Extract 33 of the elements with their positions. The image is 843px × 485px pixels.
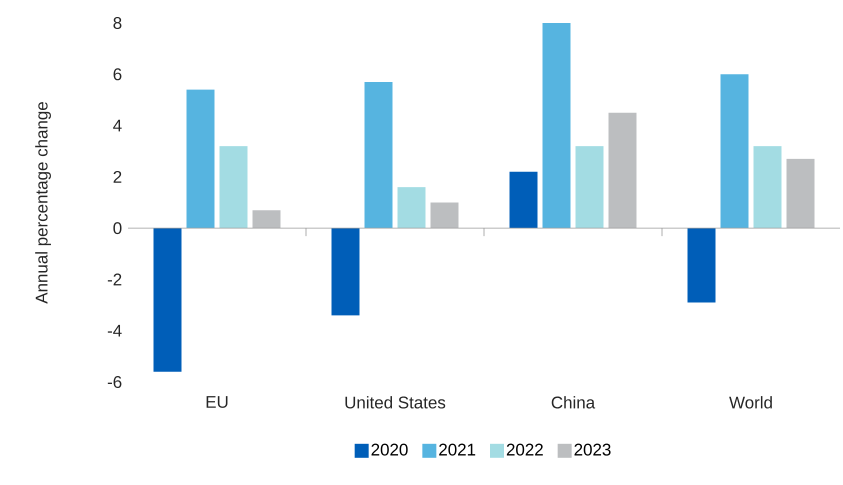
bar xyxy=(364,82,393,228)
legend-label: 2022 xyxy=(506,444,543,456)
bar xyxy=(786,158,815,228)
y-tick-label: -6 xyxy=(108,376,122,388)
x-tick-label: EU xyxy=(206,396,228,408)
bar xyxy=(688,228,716,303)
y-tick-label: 2 xyxy=(114,170,122,183)
y-tick-label: 8 xyxy=(113,17,122,30)
x-tick-label: United States xyxy=(345,396,446,409)
legend-label: 2023 xyxy=(574,444,611,456)
x-tick-label: China xyxy=(552,396,596,409)
y-tick-label: -2 xyxy=(108,274,122,286)
legend-label: 2020 xyxy=(372,444,408,456)
y-tick-label: 6 xyxy=(114,68,122,80)
x-tick-label: World xyxy=(729,396,772,409)
bar xyxy=(720,74,749,228)
bar xyxy=(608,112,637,228)
bar xyxy=(332,228,360,316)
y-tick-label: -4 xyxy=(108,324,122,337)
bar xyxy=(542,23,571,228)
bar xyxy=(252,210,280,228)
bar xyxy=(430,202,459,228)
y-tick-label: 0 xyxy=(113,222,122,234)
bar xyxy=(398,187,426,228)
y-tick-label: 4 xyxy=(113,120,122,132)
legend-label: 2021 xyxy=(439,444,476,456)
bar xyxy=(220,146,248,228)
bar xyxy=(186,90,214,228)
bar xyxy=(154,228,182,372)
bar xyxy=(754,146,782,228)
y-axis-title: Annual percentage change xyxy=(35,102,51,304)
bar xyxy=(510,172,538,228)
bar xyxy=(576,146,604,228)
